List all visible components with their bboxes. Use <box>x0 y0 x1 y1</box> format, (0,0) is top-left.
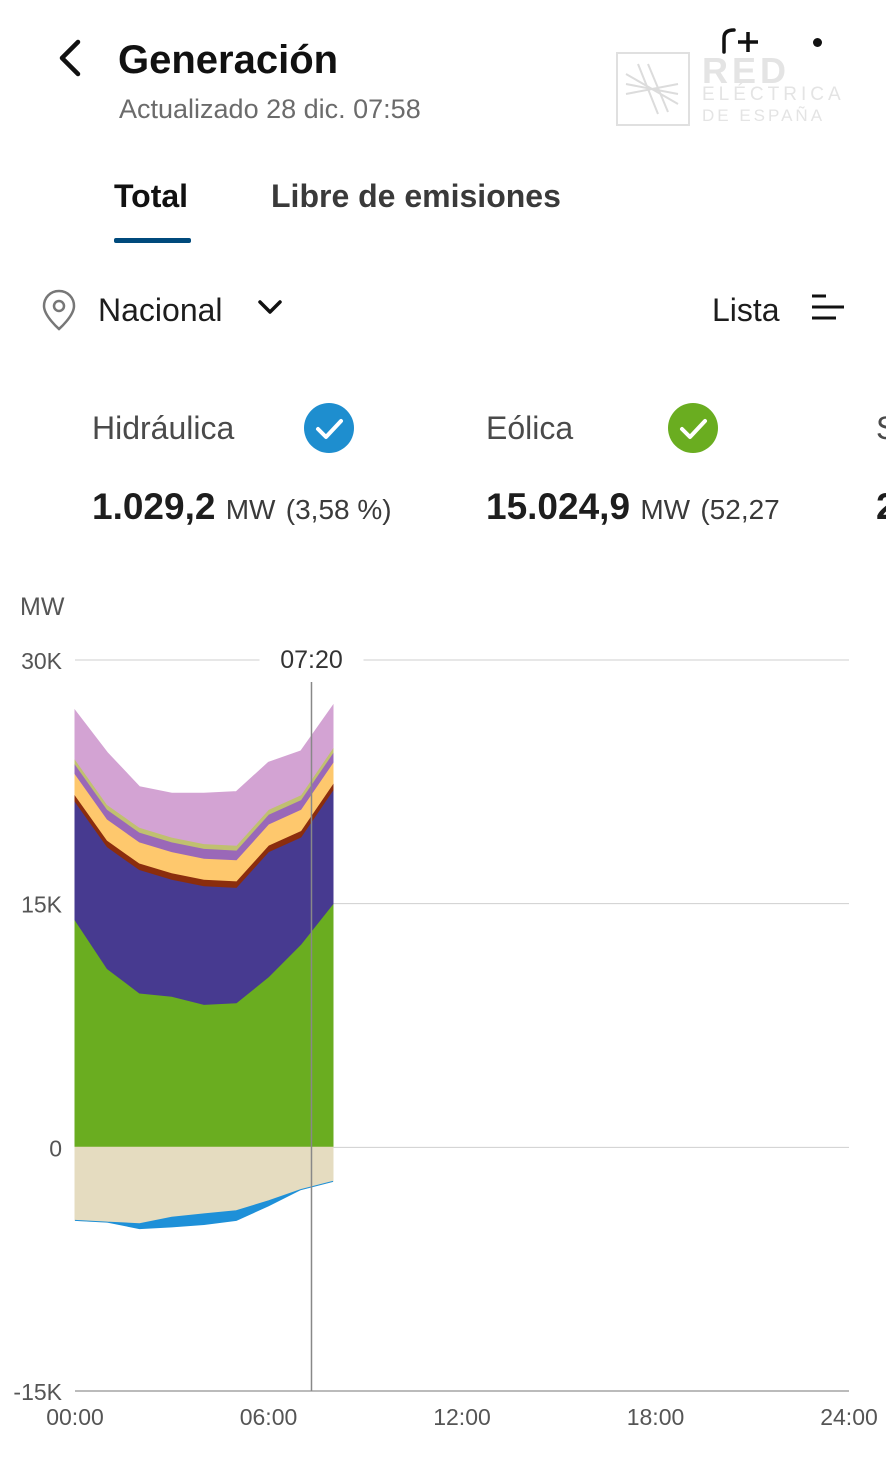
hidraulica-check-toggle[interactable] <box>304 403 354 453</box>
tech-value-partial: 2 <box>876 486 886 528</box>
y-tick-label: 0 <box>49 1135 62 1161</box>
series-area <box>74 1180 334 1230</box>
add-icon <box>716 26 762 54</box>
location-pin-icon <box>42 289 76 331</box>
last-updated: Actualizado 28 dic. 07:58 <box>119 94 421 124</box>
x-tick-label: 00:00 <box>46 1404 104 1430</box>
eolica-value: 15.024,9 MW (52,27 <box>486 486 780 527</box>
tab-libre-de-emisiones[interactable]: Libre de emisiones <box>271 178 561 214</box>
x-tick-label: 12:00 <box>433 1404 491 1430</box>
check-icon <box>316 419 343 439</box>
series-area <box>74 1146 334 1225</box>
tech-name-eolica: Eólica <box>486 410 574 446</box>
tech-name-hidraulica: Hidráulica <box>92 410 235 446</box>
region-selector[interactable] <box>38 285 80 335</box>
list-icon[interactable] <box>810 293 846 323</box>
y-axis-label: MW <box>20 593 65 621</box>
x-tick-label: 18:00 <box>627 1404 685 1430</box>
eolica-check-toggle[interactable] <box>668 403 718 453</box>
region-label[interactable]: Nacional <box>98 292 223 328</box>
x-tick-label: 24:00 <box>820 1404 878 1430</box>
generation-chart[interactable]: MW 30K 15K 0 -15K 07:20 00:00 06:00 12:00 18:00 24… <box>0 580 886 1440</box>
hidraulica-value: 1.029,2 MW (3,58 %) <box>92 486 392 527</box>
chevron-left-icon <box>59 39 81 77</box>
active-tab-indicator <box>114 238 191 243</box>
ree-logo: RED ELÉCTRICA DE ESPAÑA <box>616 50 852 128</box>
tech-name-partial: S <box>876 410 886 447</box>
check-icon <box>680 419 707 439</box>
cursor-label-bg <box>259 640 364 676</box>
cursor-time-label: 07:20 <box>280 646 343 674</box>
list-view-button[interactable]: Lista <box>712 292 780 328</box>
x-tick-label: 06:00 <box>240 1404 298 1430</box>
y-tick-label: 30K <box>21 648 63 674</box>
page-title: Generación <box>118 38 339 82</box>
back-button[interactable] <box>50 32 90 84</box>
chevron-down-icon[interactable] <box>256 297 284 319</box>
tab-total[interactable]: Total <box>114 178 189 214</box>
series-area <box>74 703 334 846</box>
y-tick-label: -15K <box>13 1379 62 1405</box>
status-dot <box>813 38 822 47</box>
y-tick-label: 15K <box>21 892 63 918</box>
